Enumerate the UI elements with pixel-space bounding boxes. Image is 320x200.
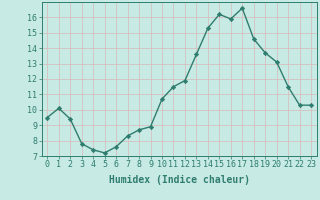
X-axis label: Humidex (Indice chaleur): Humidex (Indice chaleur) [109,175,250,185]
